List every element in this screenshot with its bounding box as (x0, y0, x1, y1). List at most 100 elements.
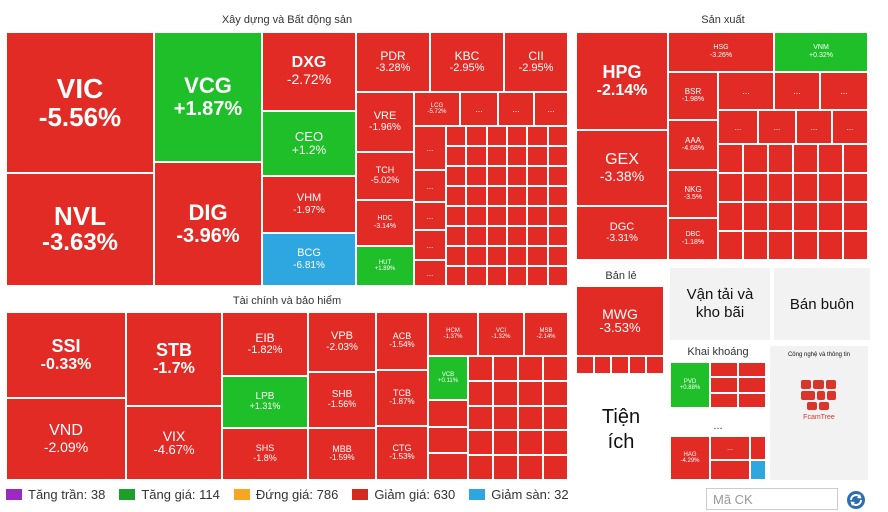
tile-dbc[interactable]: DBC -1.18% (668, 218, 718, 260)
tile-small[interactable]: ... (414, 170, 446, 202)
tile-eib[interactable]: EIB -1.82% (222, 312, 308, 376)
tile-cell[interactable] (507, 226, 528, 246)
tile-cell[interactable] (743, 202, 768, 231)
tile-vpb[interactable]: VPB -2.03% (308, 312, 376, 372)
tile-cell[interactable] (486, 206, 507, 226)
tile-cell[interactable] (468, 356, 493, 381)
tile-cell[interactable] (768, 202, 793, 231)
tile-vcg[interactable]: VCG +1.87% (154, 32, 262, 162)
tile-cell[interactable] (543, 356, 568, 381)
tile-vix[interactable]: VIX -4.67% (126, 406, 222, 480)
tile-hcm[interactable]: HCM -1.37% (428, 312, 478, 356)
tile-cell[interactable] (547, 146, 568, 166)
tile-cell[interactable] (466, 166, 487, 186)
tile-cell[interactable] (793, 202, 818, 231)
tile-small[interactable]: ... (414, 126, 446, 170)
tile-cell[interactable] (518, 430, 543, 456)
tile-kbc[interactable]: KBC -2.95% (430, 32, 504, 92)
tile-small[interactable]: ... (796, 110, 832, 144)
tile-small[interactable]: ... (774, 72, 820, 110)
tile-small[interactable] (750, 436, 766, 460)
tile-cell[interactable] (518, 356, 543, 381)
tile-pdr[interactable]: PDR -3.28% (356, 32, 430, 92)
tile-cell[interactable] (527, 206, 548, 226)
tile-vnd[interactable]: VND -2.09% (6, 398, 126, 480)
tile-dxg[interactable]: DXG -2.72% (262, 32, 356, 111)
tile-cell[interactable] (543, 405, 568, 431)
tile-hag[interactable]: HAG -4.29% (670, 436, 710, 480)
tile-cell[interactable] (547, 186, 568, 206)
tile-cell[interactable] (527, 226, 548, 246)
tile-cell[interactable] (493, 455, 518, 480)
tile-cell[interactable] (486, 166, 507, 186)
tile-tch[interactable]: TCH -5.02% (356, 152, 414, 200)
tile-cell[interactable] (493, 380, 518, 406)
tile-cell[interactable] (547, 206, 568, 226)
tile-cell[interactable] (468, 430, 493, 456)
tile-bsr[interactable]: BSR -1.98% (668, 72, 718, 120)
tile-cell[interactable] (466, 126, 487, 146)
tile-dig[interactable]: DIG -3.96% (154, 162, 262, 286)
tile-cell[interactable] (486, 146, 507, 166)
tile-mwg[interactable]: MWG -3.53% (576, 286, 664, 356)
tile-cell[interactable] (818, 173, 843, 202)
tile-cell[interactable] (843, 173, 868, 202)
tile-cell[interactable] (527, 266, 548, 286)
tile-cell[interactable] (768, 231, 793, 260)
tile-tcb[interactable]: TCB -1.87% (376, 370, 428, 426)
tile-cell[interactable] (793, 144, 818, 173)
tile-hut[interactable]: HUT +1.89% (356, 246, 414, 286)
section-transport[interactable]: Vận tải và kho bãi (670, 268, 770, 340)
tile-small[interactable]: ... (820, 72, 868, 110)
tile-mbb[interactable]: MBB -1.59% (308, 428, 376, 480)
tile-cell[interactable] (718, 231, 743, 260)
tile-cell[interactable] (486, 266, 507, 286)
tile-cell[interactable] (518, 455, 543, 480)
tile-cell[interactable] (543, 430, 568, 456)
tile-aaa[interactable]: AAA -4.68% (668, 120, 718, 170)
tile-shb[interactable]: SHB -1.56% (308, 372, 376, 428)
tile-dgc[interactable]: DGC -3.31% (576, 206, 668, 260)
tile-cell[interactable] (466, 146, 487, 166)
tile-cell[interactable] (486, 246, 507, 266)
tile-pvd[interactable]: PVD +0.88% (670, 362, 710, 408)
tile-cell[interactable] (768, 144, 793, 173)
tile-stb[interactable]: STB -1.7% (126, 312, 222, 406)
tile-cell[interactable] (818, 231, 843, 260)
tile-small[interactable]: ... (414, 230, 446, 260)
tile-vic[interactable]: VIC -5.56% (6, 32, 154, 173)
tile-small[interactable]: ... (460, 92, 498, 126)
tile-cell[interactable] (718, 202, 743, 231)
tile-small[interactable] (750, 460, 766, 480)
tile-cell[interactable] (507, 166, 528, 186)
tile-ceo[interactable]: CEO +1.2% (262, 111, 356, 176)
tile-cell[interactable] (507, 266, 528, 286)
tile-cell[interactable] (493, 356, 518, 381)
tile-small[interactable]: ... (414, 260, 446, 286)
tile-cell[interactable] (527, 126, 548, 146)
tile-acb[interactable]: ACB -1.54% (376, 312, 428, 370)
tile-ctg[interactable]: CTG -1.53% (376, 426, 428, 480)
tile-cell[interactable] (527, 146, 548, 166)
tile-cell[interactable] (527, 246, 548, 266)
tile-cell[interactable] (547, 226, 568, 246)
tile-cell[interactable] (446, 246, 467, 266)
tile-cell[interactable] (543, 380, 568, 406)
tile-cell[interactable] (428, 426, 468, 454)
tile-cell[interactable] (507, 186, 528, 206)
tile-cell[interactable] (446, 186, 467, 206)
tile-cell[interactable] (843, 202, 868, 231)
tile-small[interactable]: ... (718, 110, 758, 144)
tile-small[interactable] (710, 460, 750, 480)
tile-cell[interactable] (518, 380, 543, 406)
tile-cell[interactable] (793, 173, 818, 202)
tile-cell[interactable] (818, 202, 843, 231)
refresh-icon[interactable] (846, 490, 866, 510)
tile-cell[interactable] (710, 392, 738, 408)
tile-msb[interactable]: MSB -2.14% (524, 312, 568, 356)
section-utilities[interactable]: Tiện ích (576, 380, 666, 480)
tile-hsg[interactable]: HSG -3.26% (668, 32, 774, 72)
tile-cell[interactable] (507, 126, 528, 146)
tile-vhm[interactable]: VHM -1.97% (262, 176, 356, 233)
tile-cell[interactable] (527, 166, 548, 186)
